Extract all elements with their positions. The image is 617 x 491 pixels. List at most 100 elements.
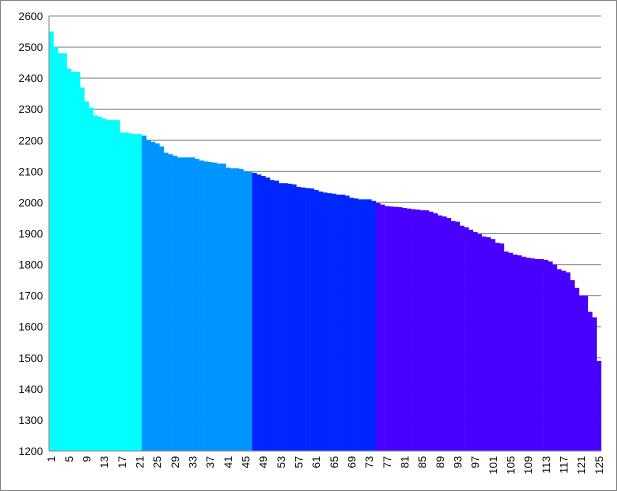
bar <box>561 270 566 451</box>
bar <box>84 101 90 452</box>
bar <box>327 193 332 451</box>
bar <box>521 256 527 451</box>
y-tick-label: 1400 <box>19 384 43 396</box>
bar <box>75 71 81 451</box>
x-tick-label: 45 <box>241 456 253 468</box>
bar <box>525 257 531 451</box>
bar <box>455 221 460 451</box>
bar <box>512 254 518 451</box>
bar <box>393 206 399 451</box>
bar <box>587 311 593 451</box>
x-tick-label: 29 <box>170 456 182 468</box>
bar <box>269 180 275 452</box>
bar <box>517 255 522 451</box>
x-tick-label: 69 <box>346 456 358 468</box>
bar <box>71 71 76 451</box>
bar <box>481 236 487 451</box>
bar <box>450 221 456 451</box>
bar <box>331 193 337 451</box>
bar <box>146 140 151 452</box>
bar <box>154 143 160 451</box>
x-tick-label: 85 <box>417 456 429 468</box>
bar <box>79 87 85 451</box>
bar <box>534 258 540 451</box>
bar <box>234 168 240 451</box>
bar <box>344 195 350 451</box>
bar <box>411 209 416 451</box>
bar <box>380 204 385 451</box>
bar <box>340 194 346 452</box>
bar <box>375 203 381 451</box>
bar <box>260 176 266 451</box>
x-tick-label: 77 <box>382 456 394 468</box>
y-tick-label: 2300 <box>19 104 43 116</box>
bar <box>300 187 306 451</box>
bar <box>159 146 165 451</box>
bar <box>578 295 584 451</box>
bar <box>499 243 505 451</box>
bar <box>101 118 107 452</box>
bar <box>66 68 72 452</box>
bar <box>168 154 173 451</box>
x-tick-label: 73 <box>364 456 376 468</box>
y-tick-label: 1200 <box>19 446 43 458</box>
x-tick-label: 57 <box>294 456 306 468</box>
bar <box>199 160 204 451</box>
bar <box>309 188 315 452</box>
bar <box>278 183 284 451</box>
x-tick-label: 17 <box>117 456 129 468</box>
bar <box>247 171 253 451</box>
bar <box>181 157 187 451</box>
bar <box>93 115 98 451</box>
bar <box>353 198 359 451</box>
bar <box>503 251 509 451</box>
bar <box>362 199 368 451</box>
y-tick-label: 2600 <box>19 11 43 23</box>
bar <box>442 216 447 451</box>
bar <box>137 134 143 452</box>
bar <box>265 177 271 452</box>
bar <box>446 217 452 451</box>
x-tick-label: 41 <box>223 456 235 468</box>
bar <box>486 237 491 451</box>
bar <box>548 261 553 451</box>
bar <box>336 194 341 452</box>
bar <box>177 157 182 451</box>
bar <box>119 132 125 451</box>
bar <box>384 206 390 451</box>
bar <box>459 225 465 451</box>
bar <box>406 208 412 451</box>
bar <box>291 184 297 451</box>
bar <box>596 360 602 451</box>
y-tick-label: 1900 <box>19 229 43 241</box>
bar <box>508 252 513 451</box>
bar <box>358 199 363 451</box>
x-tick-label: 65 <box>329 456 341 468</box>
x-tick-label: 113 <box>541 456 553 474</box>
y-tick-label: 1800 <box>19 260 43 272</box>
bar <box>88 107 94 452</box>
bar <box>190 157 196 451</box>
y-tick-label: 2100 <box>19 166 43 178</box>
bar <box>283 183 288 451</box>
bar <box>305 188 310 451</box>
x-tick-label: 125 <box>594 456 606 474</box>
x-tick-label: 121 <box>576 456 588 474</box>
bar <box>128 133 134 451</box>
bar <box>62 53 67 452</box>
bar <box>132 134 138 452</box>
bar <box>592 317 597 451</box>
y-tick-label: 1600 <box>19 322 43 334</box>
bar <box>287 183 293 452</box>
bar <box>583 295 589 451</box>
bar <box>552 264 558 451</box>
bar <box>397 207 403 451</box>
bar <box>212 162 218 451</box>
bar <box>402 208 407 451</box>
x-tick-label: 93 <box>452 456 464 468</box>
y-tick-label: 2500 <box>19 42 43 54</box>
x-tick-label: 81 <box>399 456 411 468</box>
bar <box>464 227 469 451</box>
bar <box>141 135 147 451</box>
bar <box>428 211 434 451</box>
